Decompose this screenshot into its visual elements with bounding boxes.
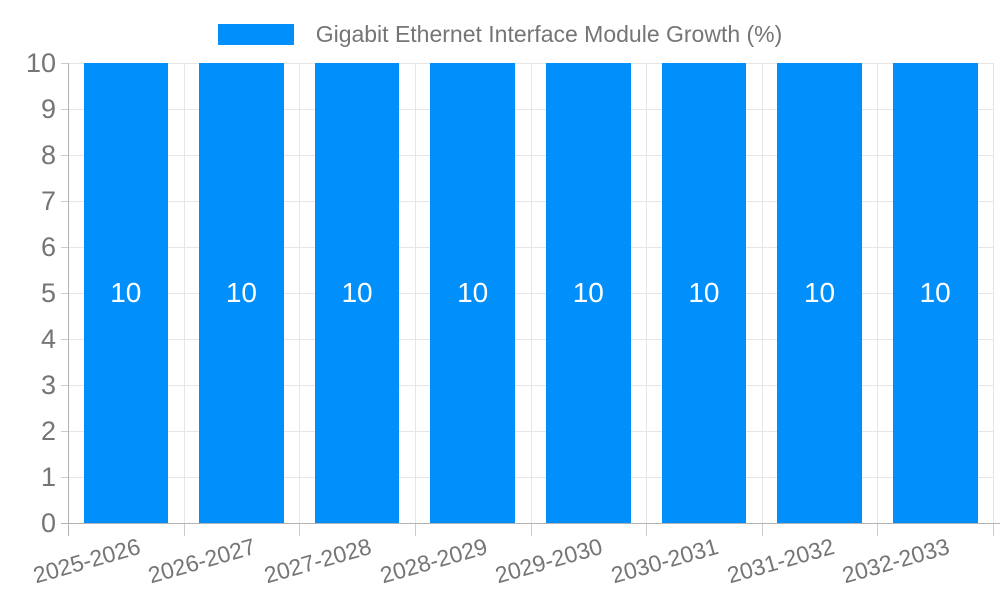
bar[interactable]: 10 (546, 63, 631, 523)
bar-value-label: 10 (457, 276, 489, 308)
y-axis-tick (61, 477, 68, 478)
x-axis-tick (761, 524, 763, 536)
y-axis-tick (61, 63, 68, 64)
y-axis-tick-label: 5 (40, 278, 56, 308)
y-axis-line (68, 63, 69, 536)
x-axis-category-label: 2030-2031 (608, 533, 722, 589)
v-gridline (530, 63, 532, 523)
y-axis-tick (61, 385, 68, 386)
y-axis-tick (61, 155, 68, 156)
y-axis-tick-label: 9 (40, 94, 56, 124)
bar[interactable]: 10 (314, 63, 400, 523)
y-axis-tick-label: 6 (40, 232, 56, 262)
y-axis-tick (61, 201, 68, 202)
y-axis-tick-label: 7 (40, 186, 56, 216)
bar[interactable]: 10 (892, 63, 978, 523)
bar[interactable]: 10 (777, 63, 862, 523)
bar-value-label: 10 (572, 276, 604, 308)
v-gridline (414, 63, 416, 523)
y-axis-tick (61, 247, 68, 248)
y-axis-tick (61, 293, 68, 294)
v-gridline (183, 63, 185, 523)
x-axis-category-label: 2028-2029 (376, 533, 490, 589)
x-axis-category-label: 2025-2026 (30, 533, 143, 589)
y-axis-tick (61, 339, 68, 340)
bar-value-label: 10 (110, 276, 142, 308)
v-gridline (299, 63, 301, 523)
plot-area: 10 10 10 10 10 10 10 10 (61, 63, 1000, 536)
y-axis-tick (61, 431, 68, 432)
legend-swatch[interactable] (217, 23, 294, 45)
x-axis-category-label: 2029-2030 (492, 533, 606, 589)
y-axis-tick-label: 1 (40, 462, 56, 492)
y-axis-tick-label: 8 (40, 140, 56, 170)
x-axis-category-label: 2027-2028 (261, 533, 375, 589)
bar-value-label: 10 (688, 276, 720, 308)
bar[interactable]: 10 (83, 63, 169, 523)
legend-label: Gigabit Ethernet Interface Module Growth… (315, 20, 783, 47)
bar[interactable]: 10 (430, 63, 515, 523)
x-axis-tick (530, 524, 532, 536)
bar-value-label: 10 (225, 276, 258, 308)
bar-value-label: 10 (341, 276, 373, 308)
bar[interactable]: 10 (199, 63, 284, 523)
y-axis-tick-label: 2 (40, 416, 56, 446)
y-axis-tick-label: 3 (40, 370, 56, 400)
x-axis-tick (414, 524, 416, 536)
x-axis-category-label: 2032-2033 (839, 533, 953, 589)
v-gridline (761, 63, 763, 523)
bar-value-label: 10 (919, 276, 951, 308)
x-axis-tick (183, 524, 185, 536)
x-axis-category-label: 2026-2027 (145, 533, 259, 589)
y-axis-tick-label: 0 (40, 508, 56, 538)
x-axis-line (61, 523, 1000, 524)
bar[interactable]: 10 (661, 63, 747, 523)
v-gridline (993, 63, 994, 523)
bar-value-label: 10 (803, 276, 836, 308)
chart-legend[interactable]: Gigabit Ethernet Interface Module Growth… (0, 14, 1000, 54)
x-axis-tick (646, 524, 648, 536)
x-axis-tick (299, 524, 301, 536)
v-gridline (646, 63, 648, 523)
x-axis-tick (993, 524, 994, 536)
y-axis-tick-label: 10 (25, 48, 56, 78)
x-axis-tick (877, 524, 879, 536)
x-axis-category-label: 2031-2032 (723, 533, 837, 589)
y-axis-tick (61, 109, 68, 110)
v-gridline (877, 63, 879, 523)
y-axis-tick-label: 4 (40, 324, 56, 354)
